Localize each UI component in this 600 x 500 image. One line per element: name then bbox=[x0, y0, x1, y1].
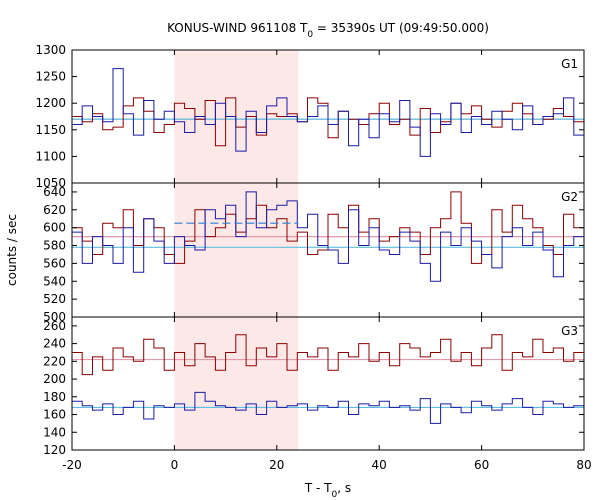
panel-label: G3 bbox=[561, 324, 578, 338]
y-tick-label: 200 bbox=[43, 372, 66, 386]
y-tick-label: 220 bbox=[43, 354, 66, 368]
y-axis-label: counts / sec bbox=[5, 214, 19, 286]
y-tick-label: 1100 bbox=[35, 149, 66, 163]
y-tick-label: 1150 bbox=[35, 123, 66, 137]
panel-g3: 120 140 160 180 200 220 240 260 -20 0 20 40 60 80 G3 bbox=[43, 316, 592, 472]
panel-label: G1 bbox=[561, 57, 578, 71]
y-tick-label: 520 bbox=[43, 292, 66, 306]
y-tick-label: 1200 bbox=[35, 96, 66, 110]
panel-g2: 500 520 540 560 580 600 620 640 G2 bbox=[43, 182, 585, 324]
x-tick-label: 40 bbox=[372, 458, 387, 472]
red-series-line bbox=[72, 334, 584, 376]
x-tick-label: 80 bbox=[576, 458, 591, 472]
chart-title: KONUS-WIND 961108 T0 = 35390s UT (09:49:… bbox=[167, 21, 489, 40]
x-tick-label: -20 bbox=[62, 458, 82, 472]
y-tick-label: 160 bbox=[43, 408, 66, 422]
highlight-interval bbox=[174, 317, 299, 450]
y-tick-label: 180 bbox=[43, 390, 66, 404]
y-tick-label: 600 bbox=[43, 221, 66, 235]
y-tick-label: 540 bbox=[43, 274, 66, 288]
x-tick-label: 0 bbox=[171, 458, 179, 472]
y-tick-label: 580 bbox=[43, 239, 66, 253]
y-tick-label: 140 bbox=[43, 425, 66, 439]
y-tick-label: 1050 bbox=[35, 176, 66, 190]
panel-label: G2 bbox=[561, 190, 578, 204]
y-tick-label: 640 bbox=[43, 185, 66, 199]
y-tick-label: 240 bbox=[43, 337, 66, 351]
y-tick-label: 1250 bbox=[35, 70, 66, 84]
blue-series-line bbox=[72, 191, 584, 282]
y-tick-label: 260 bbox=[43, 319, 66, 333]
x-axis-label: T - T0, s bbox=[304, 481, 351, 500]
panels: 105011001150120012501300G150052054056058… bbox=[35, 43, 591, 472]
blue-series-line bbox=[72, 391, 584, 424]
y-tick-label: 120 bbox=[43, 443, 66, 457]
highlight-interval bbox=[174, 183, 299, 317]
blue-series-line bbox=[72, 68, 584, 157]
x-tick-label: 20 bbox=[269, 458, 284, 472]
x-tick-label: 60 bbox=[474, 458, 489, 472]
y-tick-label: 560 bbox=[43, 256, 66, 270]
panel-frame bbox=[71, 316, 585, 451]
y-tick-label: 500 bbox=[43, 310, 66, 324]
red-series-line bbox=[72, 191, 584, 264]
y-tick-label: 620 bbox=[43, 203, 66, 217]
y-tick-label: 1300 bbox=[35, 43, 66, 57]
panel-g1: 1050 1100 1150 1200 1250 1300 G1 bbox=[35, 43, 585, 190]
